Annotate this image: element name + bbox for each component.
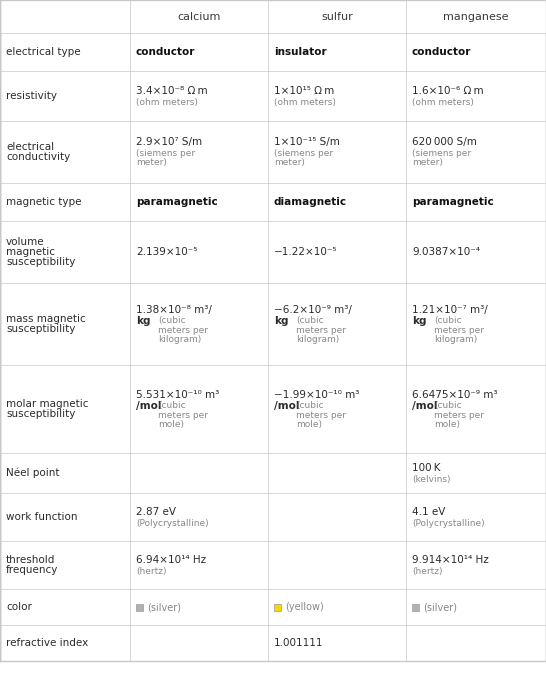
Text: color: color [6, 602, 32, 612]
Text: 100 K: 100 K [412, 463, 441, 473]
Text: (cubic: (cubic [434, 316, 461, 325]
Text: (silver): (silver) [423, 602, 457, 612]
Text: 1.21×10⁻⁷ m³/: 1.21×10⁻⁷ m³/ [412, 305, 488, 315]
Text: 1.38×10⁻⁸ m³/: 1.38×10⁻⁸ m³/ [136, 305, 212, 315]
Text: (silver): (silver) [147, 602, 181, 612]
Text: (siemens per: (siemens per [136, 149, 195, 158]
Text: threshold: threshold [6, 555, 55, 565]
Text: meters per: meters per [158, 326, 208, 334]
Text: susceptibility: susceptibility [6, 257, 75, 267]
Text: kilogram): kilogram) [158, 335, 201, 345]
Text: frequency: frequency [6, 565, 58, 575]
Text: kg: kg [136, 316, 151, 326]
Text: kilogram): kilogram) [434, 335, 477, 345]
Text: refractive index: refractive index [6, 638, 88, 648]
Text: meter): meter) [136, 159, 167, 168]
Text: /mol: /mol [136, 400, 162, 411]
Text: 620 000 S/m: 620 000 S/m [412, 137, 477, 147]
Text: 1.001111: 1.001111 [274, 638, 323, 648]
Text: (cubic: (cubic [158, 316, 186, 325]
Text: (cubic: (cubic [434, 401, 461, 411]
Text: (cubic: (cubic [296, 401, 324, 411]
Text: conductor: conductor [136, 47, 195, 57]
Text: 5.531×10⁻¹⁰ m³: 5.531×10⁻¹⁰ m³ [136, 390, 219, 400]
Text: mole): mole) [434, 420, 460, 429]
Text: magnetic type: magnetic type [6, 197, 81, 207]
Text: meters per: meters per [434, 326, 484, 334]
Text: molar magnetic: molar magnetic [6, 399, 88, 409]
Text: kg: kg [412, 316, 426, 326]
Text: manganese: manganese [443, 11, 509, 22]
Text: 4.1 eV: 4.1 eV [412, 507, 446, 518]
Text: mole): mole) [158, 420, 184, 429]
Text: 2.139×10⁻⁵: 2.139×10⁻⁵ [136, 247, 197, 257]
Text: paramagnetic: paramagnetic [136, 197, 218, 207]
Text: meters per: meters per [296, 326, 346, 334]
Text: 6.94×10¹⁴ Hz: 6.94×10¹⁴ Hz [136, 555, 206, 565]
Text: mole): mole) [296, 420, 322, 429]
Bar [274, 604, 281, 610]
Text: conductivity: conductivity [6, 152, 70, 162]
Text: (hertz): (hertz) [412, 567, 442, 575]
Text: meter): meter) [412, 159, 443, 168]
Text: 1.6×10⁻⁶ Ω m: 1.6×10⁻⁶ Ω m [412, 86, 484, 96]
Text: −6.2×10⁻⁹ m³/: −6.2×10⁻⁹ m³/ [274, 305, 352, 315]
Text: (yellow): (yellow) [285, 602, 324, 612]
Text: electrical type: electrical type [6, 47, 81, 57]
Text: susceptibility: susceptibility [6, 409, 75, 419]
Text: conductor: conductor [412, 47, 471, 57]
Text: (siemens per: (siemens per [412, 149, 471, 158]
Text: (Polycrystalline): (Polycrystalline) [136, 519, 209, 528]
Text: work function: work function [6, 512, 78, 522]
Text: magnetic: magnetic [6, 247, 55, 257]
Text: 2.9×10⁷ S/m: 2.9×10⁷ S/m [136, 137, 202, 147]
Text: (hertz): (hertz) [136, 567, 167, 575]
Bar [136, 604, 143, 610]
Text: sulfur: sulfur [321, 11, 353, 22]
Text: paramagnetic: paramagnetic [412, 197, 494, 207]
Text: (Polycrystalline): (Polycrystalline) [412, 519, 485, 528]
Text: mass magnetic: mass magnetic [6, 314, 86, 324]
Text: kg: kg [274, 316, 288, 326]
Bar [412, 604, 419, 610]
Text: (siemens per: (siemens per [274, 149, 333, 158]
Text: 9.0387×10⁻⁴: 9.0387×10⁻⁴ [412, 247, 480, 257]
Text: (cubic: (cubic [158, 401, 186, 411]
Text: 9.914×10¹⁴ Hz: 9.914×10¹⁴ Hz [412, 555, 489, 565]
Text: meters per: meters per [296, 411, 346, 420]
Text: 1×10⁻¹⁵ S/m: 1×10⁻¹⁵ S/m [274, 137, 340, 147]
Text: (cubic: (cubic [296, 316, 324, 325]
Text: −1.99×10⁻¹⁰ m³: −1.99×10⁻¹⁰ m³ [274, 390, 359, 400]
Text: meter): meter) [274, 159, 305, 168]
Text: (kelvins): (kelvins) [412, 474, 450, 484]
Text: calcium: calcium [177, 11, 221, 22]
Text: Néel point: Néel point [6, 468, 60, 479]
Text: 3.4×10⁻⁸ Ω m: 3.4×10⁻⁸ Ω m [136, 86, 207, 96]
Text: /mol: /mol [412, 400, 437, 411]
Text: (ohm meters): (ohm meters) [136, 98, 198, 107]
Text: −1.22×10⁻⁵: −1.22×10⁻⁵ [274, 247, 337, 257]
Text: susceptibility: susceptibility [6, 324, 75, 334]
Text: diamagnetic: diamagnetic [274, 197, 347, 207]
Bar [0, 0, 546, 33]
Text: meters per: meters per [434, 411, 484, 420]
Text: (ohm meters): (ohm meters) [274, 98, 336, 107]
Text: 6.6475×10⁻⁹ m³: 6.6475×10⁻⁹ m³ [412, 390, 497, 400]
Text: 1×10¹⁵ Ω m: 1×10¹⁵ Ω m [274, 86, 334, 96]
Text: meters per: meters per [158, 411, 208, 420]
Text: electrical: electrical [6, 142, 54, 152]
Text: 2.87 eV: 2.87 eV [136, 507, 176, 518]
Text: /mol: /mol [274, 400, 300, 411]
Text: resistivity: resistivity [6, 91, 57, 101]
Text: (ohm meters): (ohm meters) [412, 98, 474, 107]
Text: volume: volume [6, 237, 45, 247]
Text: kilogram): kilogram) [296, 335, 339, 345]
Text: insulator: insulator [274, 47, 327, 57]
